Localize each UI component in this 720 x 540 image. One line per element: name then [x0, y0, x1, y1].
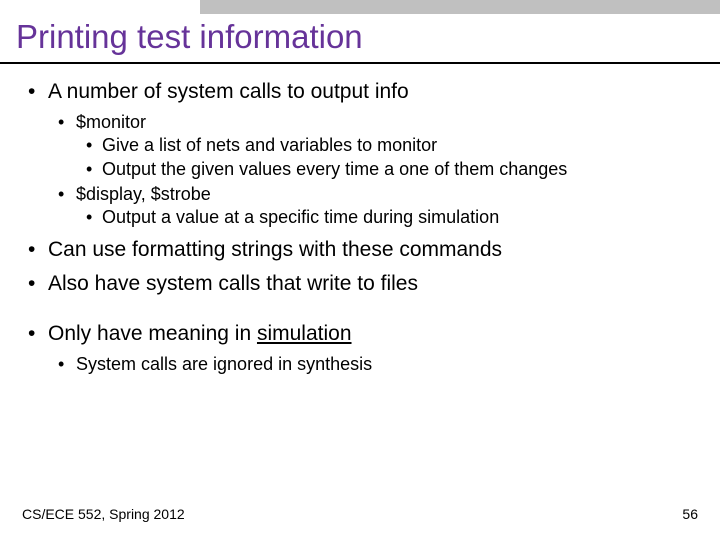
- bullet-l1: Can use formatting strings with these co…: [26, 238, 698, 262]
- bullet-l2: System calls are ignored in synthesis: [48, 354, 698, 375]
- bullet-text: A number of system calls to output info: [48, 80, 409, 103]
- footer: CS/ECE 552, Spring 2012 56: [22, 506, 698, 522]
- bullet-text: Only have meaning in simulation: [48, 322, 352, 345]
- bullet-text: Also have system calls that write to fil…: [48, 272, 418, 295]
- bullet-text: $monitor: [76, 112, 146, 132]
- bullet-l1: Also have system calls that write to fil…: [26, 272, 698, 296]
- footer-left: CS/ECE 552, Spring 2012: [22, 506, 185, 522]
- bullet-text: Can use formatting strings with these co…: [48, 238, 502, 261]
- bullet-l2: $display, $strobe Output a value at a sp…: [48, 184, 698, 228]
- bullet-l2: $monitor Give a list of nets and variabl…: [48, 112, 698, 180]
- bullet-l1: Only have meaning in simulation System c…: [26, 322, 698, 375]
- bullet-text: $display, $strobe: [76, 184, 211, 204]
- bullet-text: Give a list of nets and variables to mon…: [102, 135, 437, 155]
- bullet-text-underline: simulation: [257, 322, 352, 345]
- slide-content: A number of system calls to output info …: [0, 80, 720, 375]
- bullet-l1: A number of system calls to output info …: [26, 80, 698, 228]
- footer-right: 56: [682, 506, 698, 522]
- bullet-l3: Output the given values every time a one…: [76, 159, 698, 180]
- bullet-text-part: Only have meaning in: [48, 322, 257, 345]
- bullet-l3: Output a value at a specific time during…: [76, 207, 698, 228]
- bullet-text: Output a value at a specific time during…: [102, 207, 499, 227]
- bullet-text: System calls are ignored in synthesis: [76, 354, 372, 374]
- bullet-text: Output the given values every time a one…: [102, 159, 567, 179]
- top-bar: [200, 0, 720, 14]
- bullet-l3: Give a list of nets and variables to mon…: [76, 135, 698, 156]
